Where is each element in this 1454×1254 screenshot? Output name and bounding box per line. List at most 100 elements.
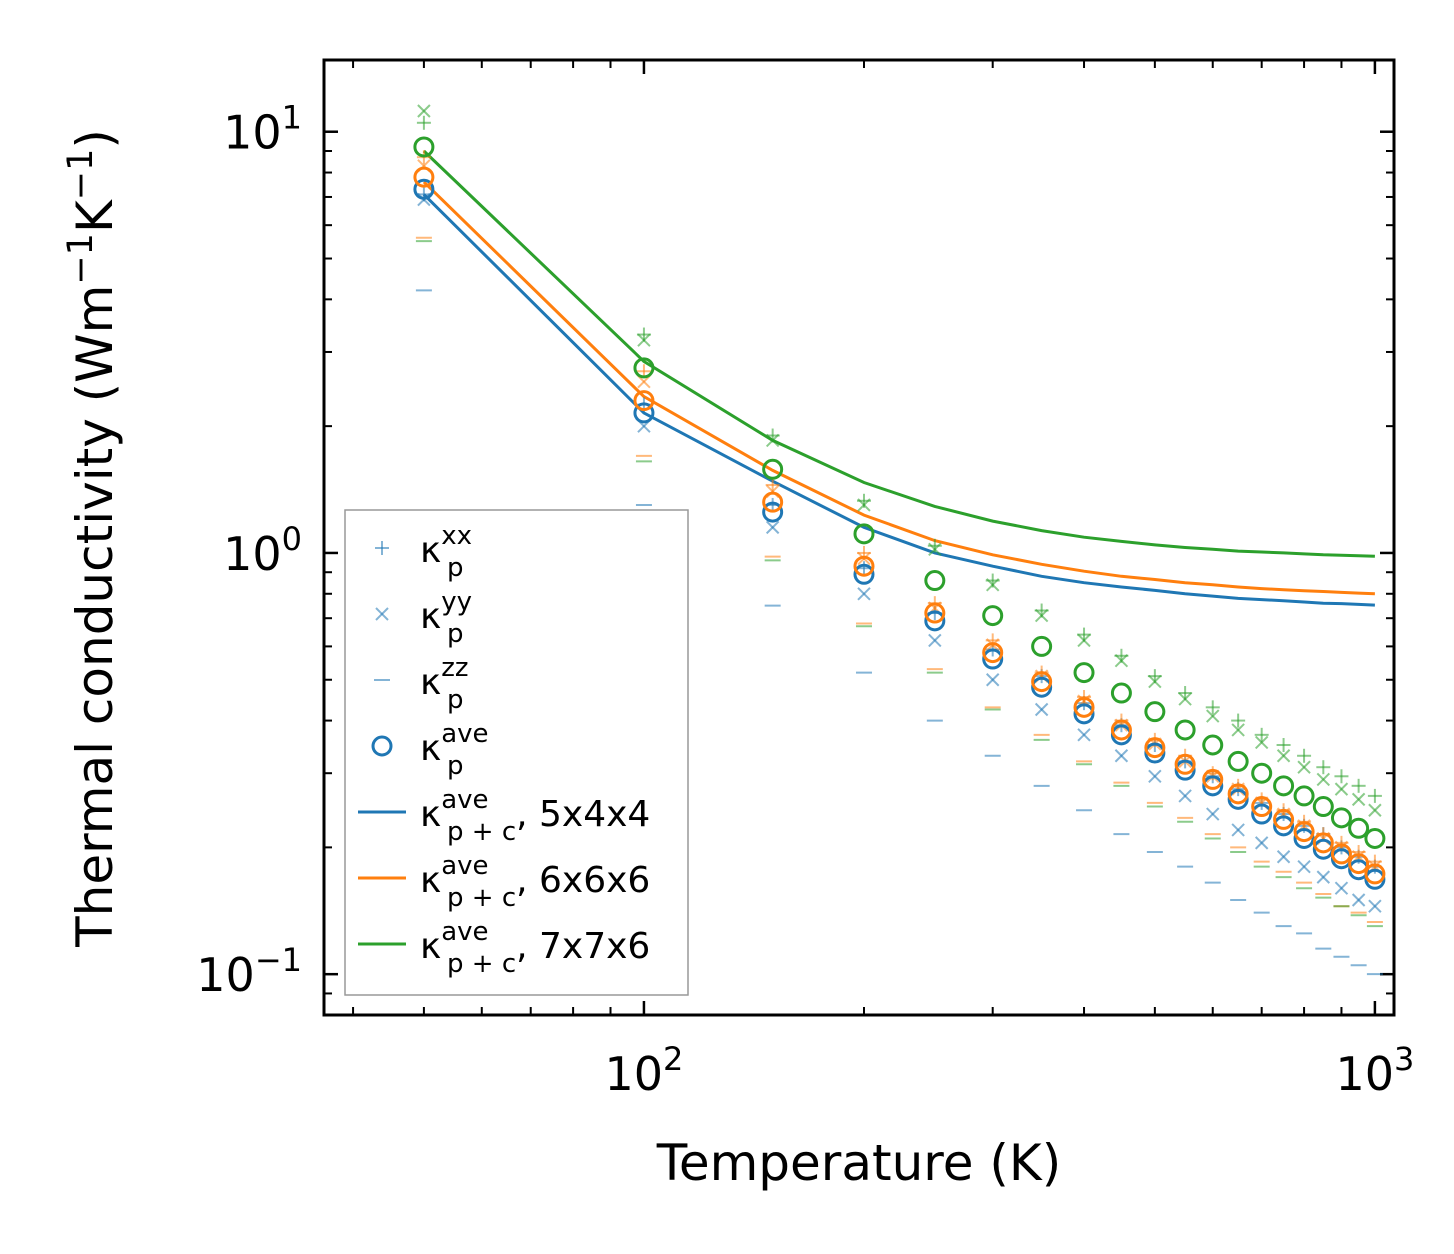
kave-marker-7x7x6 — [1227, 750, 1249, 772]
kave-marker-7x7x6 — [853, 523, 875, 545]
kave-marker-7x7x6 — [1110, 682, 1132, 704]
kave-marker-7x7x6 — [1174, 719, 1196, 741]
kave-marker-6x6x6 — [1330, 843, 1352, 865]
kave-marker-5x4x4 — [1227, 788, 1249, 810]
kyy-marker-7x7x6 — [1206, 709, 1220, 723]
kave-marker-5x4x4 — [762, 501, 784, 523]
kave-marker-5x4x4 — [413, 178, 435, 200]
kyy-marker-5x4x4 — [1178, 789, 1192, 803]
kave-marker-7x7x6 — [1031, 635, 1053, 657]
kave-marker-5x4x4 — [1031, 676, 1053, 698]
legend-label-2: κzz p — [420, 653, 469, 715]
legend-box — [344, 509, 689, 996]
x-tick-label: 103 — [1335, 1040, 1414, 1101]
kave-marker-6x6x6 — [982, 642, 1004, 664]
kyy-marker-5x4x4 — [1351, 893, 1366, 907]
kave-marker-7x7x6 — [1364, 827, 1386, 849]
kyy-marker-7x7x6 — [1316, 772, 1331, 787]
kave-marker-7x7x6 — [1202, 734, 1224, 756]
kave-marker-6x6x6 — [924, 602, 946, 624]
y-axis-label: Thermal conductivity (Wm−1K−1) — [61, 129, 124, 948]
kyy-marker-5x4x4 — [1206, 807, 1220, 821]
legend-marker-kave — [371, 735, 393, 757]
y-tick-label: 101 — [223, 99, 302, 160]
kyy-marker-7x7x6 — [1114, 653, 1129, 668]
kave-marker-7x7x6 — [982, 605, 1004, 627]
kyy-marker-7x7x6 — [637, 333, 651, 347]
kave-marker-7x7x6 — [1251, 762, 1273, 784]
kave-marker-5x4x4 — [924, 610, 946, 632]
kyy-marker-7x7x6 — [1148, 674, 1162, 689]
kyy-marker-5x4x4 — [1077, 728, 1091, 742]
kyy-marker-7x7x6 — [1297, 760, 1311, 774]
kyy-marker-7x7x6 — [1276, 749, 1291, 763]
kave-marker-6x6x6 — [1202, 768, 1224, 790]
kave-marker-7x7x6 — [1073, 662, 1095, 684]
legend-label-3: κave p — [420, 719, 489, 781]
kyy-marker-7x7x6 — [1077, 633, 1091, 648]
kave-marker-7x7x6 — [1312, 796, 1334, 818]
x-axis-label: Temperature (K) — [656, 1134, 1061, 1192]
kyy-marker-5x4x4 — [1368, 899, 1382, 913]
kyy-marker-5x4x4 — [1254, 836, 1269, 850]
kyy-marker-5x4x4 — [1297, 859, 1311, 874]
legend-label-6: κave p + c, 7x7x6 — [420, 917, 650, 979]
kyy-marker-5x4x4 — [928, 633, 942, 648]
kyy-marker-5x4x4 — [1231, 823, 1245, 837]
kave-marker-5x4x4 — [1174, 759, 1196, 781]
series-line-5x4x4 — [422, 193, 1375, 607]
kyy-marker-7x7x6 — [765, 433, 780, 448]
kyy-marker-5x4x4 — [857, 587, 871, 601]
kyy-marker-7x7x6 — [1368, 803, 1382, 817]
kave-marker-7x7x6 — [1330, 807, 1352, 829]
kave-marker-6x6x6 — [1073, 696, 1095, 718]
kave-marker-6x6x6 — [1293, 821, 1315, 843]
kave-marker-6x6x6 — [1312, 832, 1334, 854]
kyy-marker-7x7x6 — [928, 542, 942, 557]
kyy-marker-7x7x6 — [1178, 692, 1192, 706]
kyy-marker-5x4x4 — [1276, 850, 1291, 864]
kave-marker-7x7x6 — [924, 570, 946, 592]
kave-marker-6x6x6 — [1364, 863, 1386, 885]
legend-label-4: κave p + c, 5x4x4 — [420, 785, 650, 847]
kave-marker-7x7x6 — [413, 136, 435, 158]
tick-labels: 102 103 10−1 100 101 — [196, 99, 1414, 1101]
kave-marker-5x4x4 — [1202, 775, 1224, 797]
kyy-marker-5x4x4 — [1334, 881, 1349, 895]
legend-label-1: κyy p — [420, 587, 472, 649]
kyy-marker-7x7x6 — [857, 498, 871, 512]
legend-label-0: κxx p — [420, 521, 472, 583]
x-tick-label: 102 — [604, 1040, 683, 1101]
kave-marker-7x7x6 — [1144, 701, 1166, 723]
legend-marker-kyy — [375, 607, 389, 621]
kave-marker-5x4x4 — [1273, 815, 1295, 837]
kave-marker-6x6x6 — [413, 166, 435, 188]
kave-marker-6x6x6 — [762, 491, 784, 513]
kyy-marker-7x7x6 — [985, 578, 1000, 592]
kave-marker-6x6x6 — [1110, 719, 1132, 741]
kyy-marker-5x4x4 — [765, 520, 780, 535]
kyy-marker-7x7x6 — [1351, 792, 1366, 807]
kyy-marker-7x7x6 — [1231, 723, 1245, 737]
kyy-marker-5x4x4 — [985, 673, 1000, 687]
y-tick-label: 100 — [223, 520, 302, 581]
kyy-marker-6x6x6 — [637, 374, 651, 389]
kave-marker-7x7x6 — [1293, 785, 1315, 807]
kyy-marker-7x7x6 — [417, 104, 431, 118]
kave-marker-7x7x6 — [1348, 817, 1370, 839]
kave-marker-5x4x4 — [982, 648, 1004, 670]
kave-marker-5x4x4 — [853, 563, 875, 585]
kyy-marker-5x4x4 — [1114, 749, 1129, 763]
kave-marker-5x4x4 — [1293, 827, 1315, 849]
kave-marker-6x6x6 — [853, 555, 875, 577]
kave-marker-5x4x4 — [1073, 703, 1095, 725]
kave-marker-6x6x6 — [1251, 796, 1273, 818]
kyy-marker-5x4x4 — [1034, 702, 1049, 717]
kave-marker-6x6x6 — [1273, 808, 1295, 830]
markers-layer — [413, 104, 1386, 976]
kave-marker-6x6x6 — [1227, 783, 1249, 805]
kave-marker-7x7x6 — [633, 357, 655, 379]
kave-marker-6x6x6 — [1144, 737, 1166, 759]
